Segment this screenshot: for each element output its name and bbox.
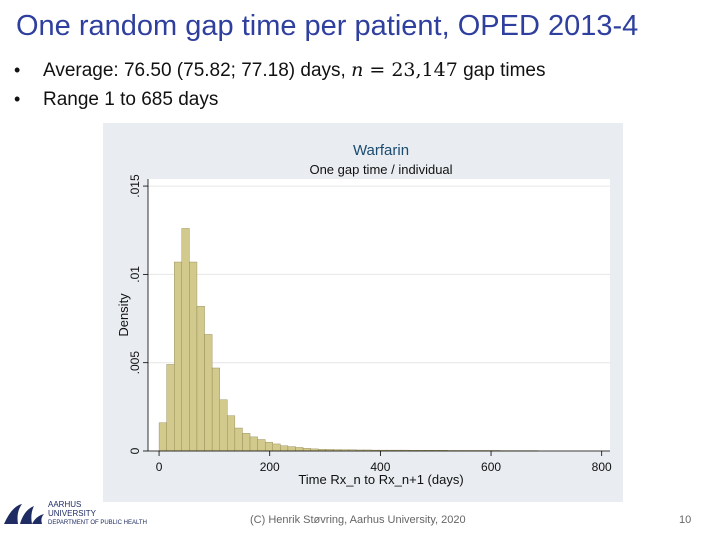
- bullet-average: Average: 76.50 (75.82; 77.18) days, n = …: [14, 56, 545, 85]
- histogram-bar: [189, 261, 198, 452]
- x-tick-label: 600: [481, 460, 501, 474]
- chart-container: Warfarin One gap time / individual 0 200 4…: [103, 123, 623, 502]
- histogram-bar: [249, 436, 258, 452]
- aarhus-university-logo: AARHUS UNIVERSITY DEPARTMENT OF PUBLIC H…: [0, 496, 147, 532]
- slide-title: One random gap time per patient, OPED 20…: [16, 10, 639, 42]
- y-tick-label: 0: [128, 447, 142, 454]
- histogram-bar: [204, 334, 213, 452]
- math-variable-n: n: [351, 59, 364, 81]
- histogram-bar: [174, 261, 183, 452]
- logo-text-line2: UNIVERSITY: [48, 509, 97, 518]
- histogram-bar: [234, 427, 243, 452]
- bullet-average-suffix: gap times: [457, 60, 546, 81]
- aarhus-seal-icon: [4, 504, 44, 524]
- histogram-bar: [158, 422, 167, 452]
- chart-subtitle: One gap time / individual: [309, 162, 452, 177]
- histogram-bar: [242, 433, 251, 452]
- bullet-list: Average: 76.50 (75.82; 77.18) days, n = …: [14, 56, 545, 114]
- histogram-bar: [287, 446, 296, 452]
- y-axis-label: Density: [116, 293, 131, 337]
- histogram-bar: [166, 364, 175, 452]
- histogram-bar: [295, 447, 304, 452]
- axes: 0 200 400 600 800 0 .005 .01 .015: [128, 174, 612, 474]
- y-tick-label: .005: [128, 351, 142, 375]
- page-number: 10: [679, 514, 692, 526]
- histogram-bar: [280, 445, 289, 452]
- x-tick-label: 200: [260, 460, 280, 474]
- histogram-bar: [211, 367, 220, 452]
- x-tick-label: 800: [592, 460, 612, 474]
- x-axis-label: Time Rx_n to Rx_n+1 (days): [298, 472, 463, 487]
- histogram-bar: [257, 439, 266, 452]
- histogram-bar: [272, 443, 281, 452]
- math-equation: = 23,147: [363, 59, 458, 81]
- logo-text-line1: AARHUS: [48, 500, 82, 509]
- y-tick-label: .01: [128, 266, 142, 283]
- bullet-range: Range 1 to 685 days: [14, 85, 545, 114]
- histogram-bar: [196, 305, 205, 452]
- x-tick-label: 400: [370, 460, 390, 474]
- footer-copyright: (C) Henrik Støvring, Aarhus University, …: [250, 514, 466, 526]
- y-tick-label: .015: [128, 174, 142, 198]
- histogram-bar: [264, 441, 273, 452]
- histogram-bars: [158, 228, 539, 452]
- x-tick-label: 0: [156, 460, 163, 474]
- histogram-chart: Warfarin One gap time / individual 0 200 4…: [103, 123, 623, 502]
- logo-text-line3: DEPARTMENT OF PUBLIC HEALTH: [48, 520, 147, 526]
- chart-title: Warfarin: [353, 142, 409, 159]
- histogram-bar: [181, 228, 190, 452]
- histogram-bar: [227, 415, 236, 452]
- histogram-bar: [219, 399, 228, 452]
- bullet-average-text: Average: 76.50 (75.82; 77.18) days,: [43, 60, 352, 81]
